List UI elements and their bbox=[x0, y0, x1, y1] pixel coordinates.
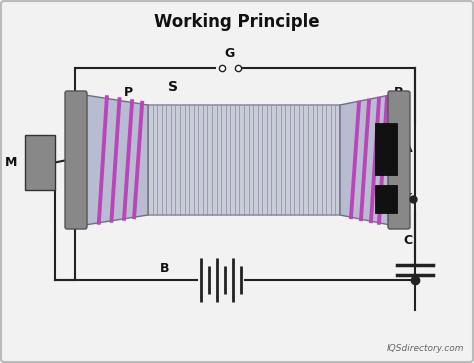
Text: C: C bbox=[403, 233, 412, 246]
FancyBboxPatch shape bbox=[65, 91, 87, 229]
Bar bbox=[25, 135, 55, 190]
Text: S: S bbox=[168, 80, 178, 94]
Bar bbox=[148, 105, 340, 215]
Text: G: G bbox=[225, 47, 235, 60]
Text: B: B bbox=[160, 261, 170, 274]
Text: IQSdirectory.com: IQSdirectory.com bbox=[386, 344, 464, 353]
Polygon shape bbox=[340, 95, 390, 225]
Bar bbox=[375, 185, 397, 213]
Text: Working Principle: Working Principle bbox=[154, 13, 320, 31]
Text: M: M bbox=[5, 156, 17, 169]
Text: K: K bbox=[403, 192, 413, 205]
FancyBboxPatch shape bbox=[388, 91, 410, 229]
Text: P: P bbox=[393, 86, 402, 99]
Bar bbox=[375, 123, 397, 175]
Text: A: A bbox=[403, 143, 413, 155]
Polygon shape bbox=[85, 95, 148, 225]
Text: P: P bbox=[123, 86, 133, 99]
